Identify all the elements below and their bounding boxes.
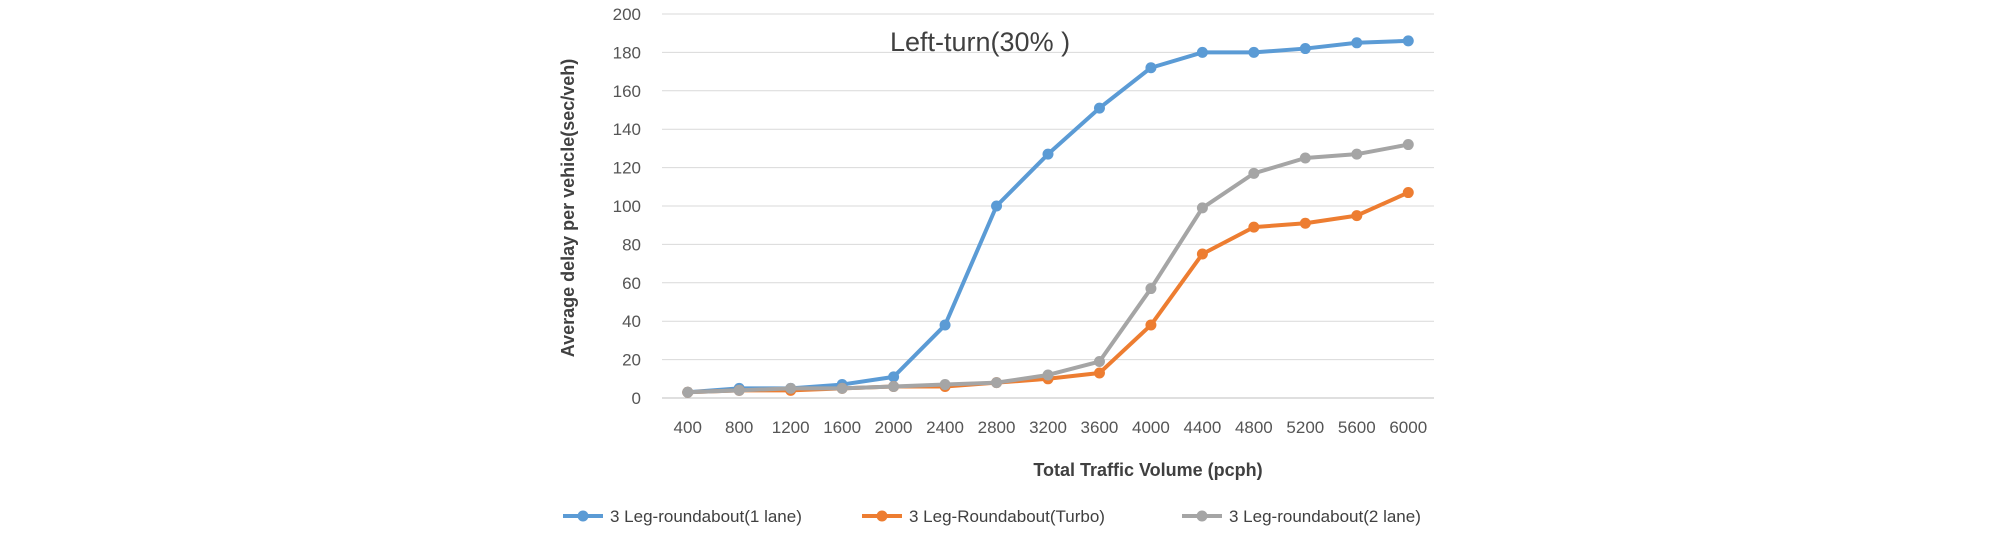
- data-point: [991, 200, 1003, 212]
- data-point: [1093, 102, 1105, 114]
- legend-label: 3 Leg-roundabout(1 lane): [610, 507, 802, 526]
- data-point: [888, 380, 900, 392]
- data-point: [785, 382, 797, 394]
- y-tick-label: 80: [622, 235, 641, 254]
- data-point: [1402, 139, 1414, 151]
- x-axis-ticks: 400 800 1200 1600 2000 2400 2800 3200 3600 4000 44…: [674, 418, 1428, 437]
- data-point: [1248, 46, 1260, 58]
- data-point: [1351, 210, 1363, 222]
- x-tick-label: 800: [725, 418, 753, 437]
- x-tick-label: 3200: [1029, 418, 1067, 437]
- data-point: [1402, 35, 1414, 47]
- data-point: [1299, 152, 1311, 164]
- y-tick-label: 120: [613, 159, 641, 178]
- data-point: [1145, 62, 1157, 74]
- y-tick-label: 180: [613, 43, 641, 62]
- gridlines: [662, 13, 1434, 399]
- data-point: [1093, 356, 1105, 368]
- data-point: [1351, 37, 1363, 49]
- data-point: [1093, 367, 1105, 379]
- y-tick-label: 100: [613, 197, 641, 216]
- data-point: [939, 379, 951, 391]
- x-tick-label: 1600: [823, 418, 861, 437]
- legend-item: 3 Leg-Roundabout(Turbo): [862, 507, 1105, 526]
- data-point: [1196, 46, 1208, 58]
- series-layer: [682, 35, 1414, 398]
- series-1: [682, 35, 1414, 398]
- legend-label: 3 Leg-roundabout(2 lane): [1229, 507, 1421, 526]
- data-point: [1351, 148, 1363, 160]
- data-point: [1145, 283, 1157, 295]
- data-point: [1042, 369, 1054, 381]
- x-tick-label: 2000: [875, 418, 913, 437]
- x-tick-label: 4800: [1235, 418, 1273, 437]
- series-2: [682, 187, 1414, 398]
- x-tick-label: 5200: [1286, 418, 1324, 437]
- y-tick-label: 0: [632, 389, 641, 408]
- x-tick-label: 4400: [1183, 418, 1221, 437]
- x-tick-label: 2800: [978, 418, 1016, 437]
- data-point: [888, 371, 900, 383]
- legend-swatch-marker: [1196, 510, 1208, 522]
- data-point: [682, 386, 694, 398]
- legend: 3 Leg-roundabout(1 lane) 3 Leg-Roundabout…: [563, 507, 1421, 526]
- legend-item: 3 Leg-roundabout(1 lane): [563, 507, 802, 526]
- data-point: [1299, 217, 1311, 229]
- data-point: [991, 377, 1003, 389]
- x-tick-label: 1200: [772, 418, 810, 437]
- legend-swatch-marker: [577, 510, 589, 522]
- y-tick-label: 60: [622, 274, 641, 293]
- data-point: [1248, 167, 1260, 179]
- data-point: [1196, 202, 1208, 214]
- data-point: [1145, 319, 1157, 331]
- data-point: [1248, 221, 1260, 233]
- data-point: [1196, 248, 1208, 260]
- y-tick-label: 140: [613, 120, 641, 139]
- data-point: [1299, 43, 1311, 55]
- series-3: [682, 139, 1414, 398]
- data-point: [733, 384, 745, 396]
- data-point: [939, 319, 951, 331]
- y-tick-label: 20: [622, 351, 641, 370]
- x-axis-title: Total Traffic Volume (pcph): [1033, 460, 1262, 480]
- series-line: [685, 38, 1411, 395]
- y-tick-label: 40: [622, 312, 641, 331]
- legend-item: 3 Leg-roundabout(2 lane): [1182, 507, 1421, 526]
- x-tick-label: 400: [674, 418, 702, 437]
- data-point: [836, 382, 848, 394]
- x-tick-label: 4000: [1132, 418, 1170, 437]
- x-tick-label: 6000: [1389, 418, 1427, 437]
- y-axis-ticks: 0 20 40 60 80 100 120 140 160 180 200: [613, 5, 641, 408]
- data-point: [1402, 187, 1414, 199]
- y-axis-title: Average delay per vehicle(sec/veh): [558, 59, 578, 358]
- legend-swatch-marker: [876, 510, 888, 522]
- y-tick-label: 160: [613, 82, 641, 101]
- x-tick-label: 5600: [1338, 418, 1376, 437]
- chart-annotation: Left-turn(30% ): [890, 27, 1070, 57]
- series-line: [685, 142, 1411, 395]
- y-tick-label: 200: [613, 5, 641, 24]
- x-tick-label: 2400: [926, 418, 964, 437]
- data-point: [1042, 148, 1054, 160]
- legend-label: 3 Leg-Roundabout(Turbo): [909, 507, 1105, 526]
- x-tick-label: 3600: [1081, 418, 1119, 437]
